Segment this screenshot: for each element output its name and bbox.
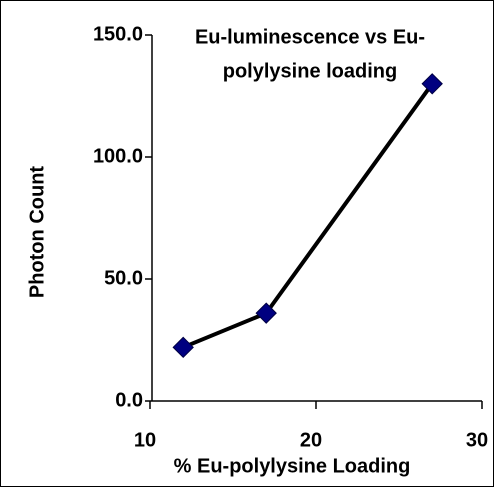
y-tick-label: 0.0 xyxy=(115,389,143,411)
chart-title-line: Eu-luminescence vs Eu- xyxy=(195,26,425,48)
data-point xyxy=(421,73,443,95)
data-point xyxy=(255,302,277,324)
y-tick-label: 150.0 xyxy=(93,23,143,45)
x-tick-label: 20 xyxy=(300,429,322,451)
y-tick-label: 100.0 xyxy=(93,145,143,167)
x-tick-label: 10 xyxy=(134,429,156,451)
x-tick-label: 30 xyxy=(466,429,488,451)
x-axis-label: % Eu-polylysine Loading xyxy=(174,455,411,477)
data-point xyxy=(172,336,194,359)
y-axis-label: Photon Count xyxy=(26,166,48,299)
chart-title-line: polylysine loading xyxy=(223,60,397,82)
y-tick-label: 50.0 xyxy=(104,267,143,289)
